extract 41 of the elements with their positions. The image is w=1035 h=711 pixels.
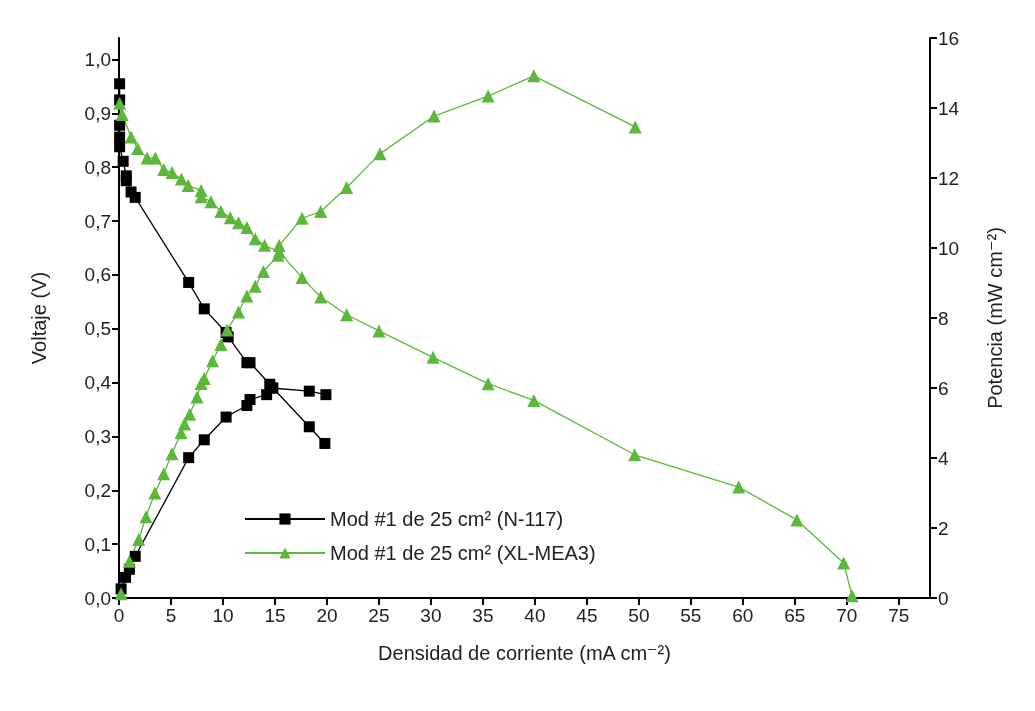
y-tick-label: 0,1 — [84, 533, 111, 555]
x-tick-label: 70 — [836, 605, 858, 626]
y2-tick-label: 14 — [938, 97, 960, 119]
y2-tick-label: 12 — [938, 167, 960, 189]
x-tick-label: 15 — [264, 605, 286, 626]
x-tick-label: 20 — [316, 605, 338, 626]
x-tick-label: 40 — [524, 605, 546, 626]
y2-axis-title: Potencia (mW cm⁻²) — [984, 227, 1006, 409]
x-tick-label: 35 — [472, 605, 494, 626]
x-tick-label: 10 — [212, 605, 234, 626]
x-tick-label: 75 — [888, 605, 910, 626]
y-tick-label: 0,9 — [84, 102, 111, 124]
y2-tick-label: 2 — [938, 517, 949, 539]
y-tick-label: 0,2 — [84, 479, 111, 501]
x-tick-label: 60 — [732, 605, 754, 626]
y-tick-label: 0,3 — [84, 425, 111, 447]
legend-label: Mod #1 de 25 cm² (N-117) — [330, 508, 564, 530]
y2-tick-label: 4 — [938, 447, 949, 469]
y-tick-label: 0,8 — [84, 156, 111, 178]
y2-tick-label: 0 — [938, 587, 949, 609]
y2-tick-label: 8 — [938, 307, 949, 329]
y2-tick-label: 10 — [938, 237, 960, 259]
x-tick-label: 25 — [368, 605, 390, 626]
x-tick-label: 30 — [420, 605, 442, 626]
y2-tick-label: 16 — [938, 27, 960, 49]
x-axis-title: Densidad de corriente (mA cm⁻²) — [378, 642, 671, 664]
x-tick-label: 50 — [628, 605, 650, 626]
y-tick-label: 0,0 — [84, 587, 111, 609]
y-axis-title: Voltaje (V) — [28, 271, 50, 365]
y-tick-label: 0,5 — [84, 318, 111, 340]
x-tick-label: 45 — [576, 605, 598, 626]
x-tick-label: 55 — [680, 605, 702, 626]
y-tick-label: 0,7 — [84, 210, 111, 232]
y-tick-label: 0,6 — [84, 264, 111, 286]
x-tick-label: 5 — [165, 605, 177, 626]
legend-label: Mod #1 de 25 cm² (XL-MEA3) — [330, 542, 596, 564]
x-tick-label: 0 — [113, 605, 125, 626]
y2-tick-label: 6 — [938, 377, 949, 399]
x-tick-label: 65 — [784, 605, 806, 626]
y-tick-label: 1,0 — [84, 49, 111, 71]
y-tick-label: 0,4 — [84, 372, 112, 394]
